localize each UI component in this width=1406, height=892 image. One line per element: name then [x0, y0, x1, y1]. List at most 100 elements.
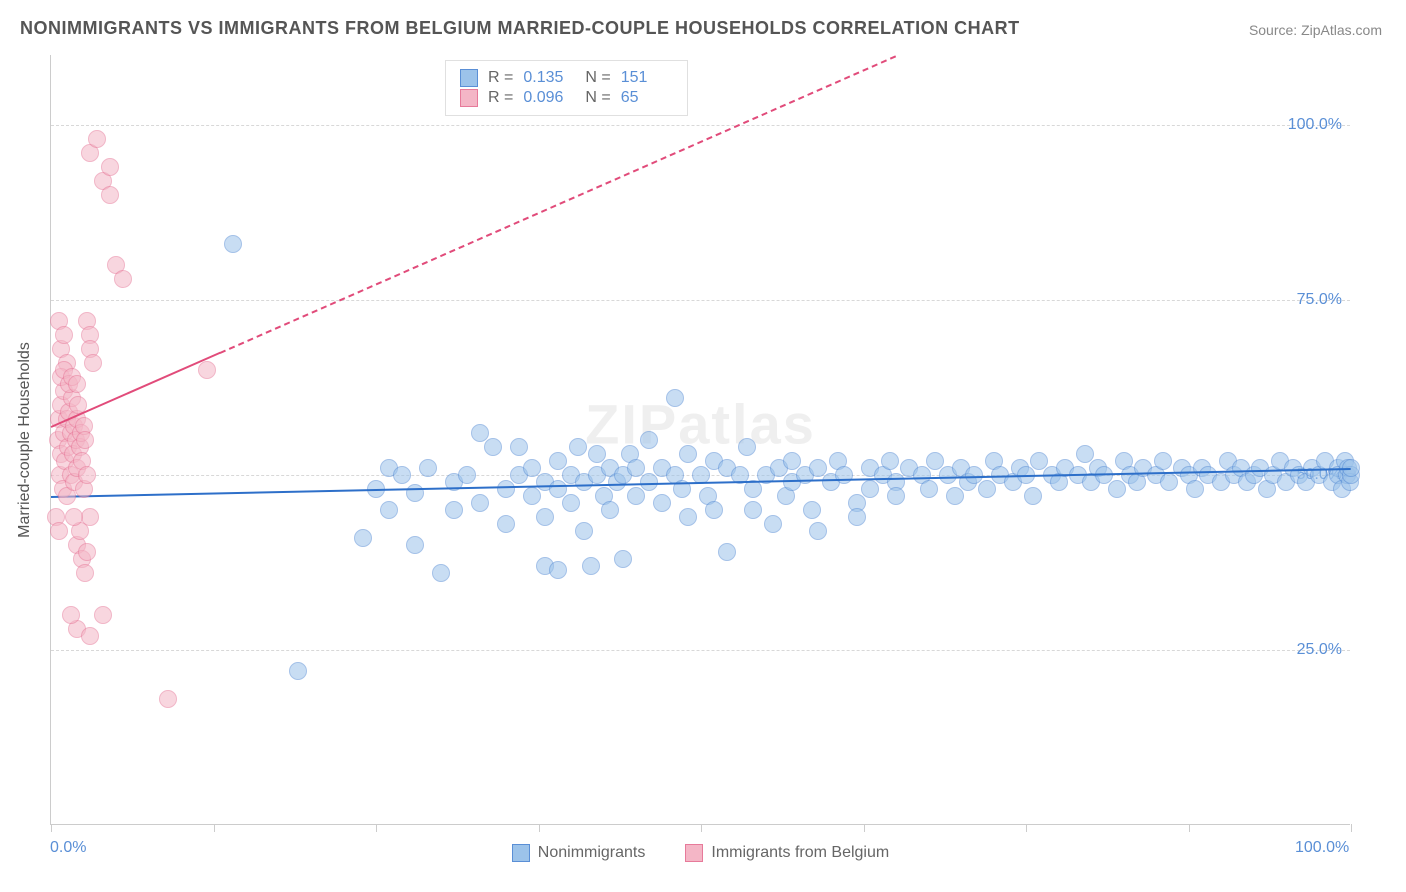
x-tick: [1351, 824, 1352, 832]
data-point: [510, 438, 528, 456]
data-point: [471, 494, 489, 512]
bottom-legend-item: Immigrants from Belgium: [685, 844, 889, 862]
data-point: [946, 487, 964, 505]
legend-n-value: 65: [621, 89, 673, 107]
data-point: [582, 557, 600, 575]
legend-swatch: [460, 89, 478, 107]
x-tick: [864, 824, 865, 832]
legend-n-value: 151: [621, 69, 673, 87]
legend-r-value: 0.135: [523, 69, 575, 87]
data-point: [484, 438, 502, 456]
legend-n-label: N =: [585, 89, 610, 107]
data-point: [705, 501, 723, 519]
data-point: [497, 480, 515, 498]
data-point: [614, 550, 632, 568]
data-point: [94, 606, 112, 624]
data-point: [861, 480, 879, 498]
data-point: [835, 466, 853, 484]
legend-swatch: [685, 844, 703, 862]
chart-title: NONIMMIGRANTS VS IMMIGRANTS FROM BELGIUM…: [20, 18, 1020, 39]
data-point: [68, 375, 86, 393]
watermark: ZIPatlas: [585, 392, 816, 457]
data-point: [523, 487, 541, 505]
data-point: [88, 130, 106, 148]
data-point: [653, 494, 671, 512]
y-tick-label: 75.0%: [1297, 291, 1342, 309]
data-point: [887, 487, 905, 505]
legend-row: R = 0.135 N = 151: [460, 69, 673, 87]
data-point: [354, 529, 372, 547]
data-point: [76, 431, 94, 449]
data-point: [289, 662, 307, 680]
data-point: [76, 564, 94, 582]
source-label: Source: ZipAtlas.com: [1249, 22, 1382, 38]
data-point: [848, 508, 866, 526]
data-point: [679, 508, 697, 526]
data-point: [101, 186, 119, 204]
data-point: [55, 326, 73, 344]
gridline: [51, 650, 1350, 651]
data-point: [81, 627, 99, 645]
bottom-legend-label: Immigrants from Belgium: [711, 844, 889, 862]
legend-r-value: 0.096: [523, 89, 575, 107]
legend-n-label: N =: [585, 69, 610, 87]
data-point: [81, 508, 99, 526]
data-point: [627, 487, 645, 505]
data-point: [809, 522, 827, 540]
data-point: [1024, 487, 1042, 505]
data-point: [114, 270, 132, 288]
data-point: [575, 522, 593, 540]
x-tick: [214, 824, 215, 832]
x-tick: [701, 824, 702, 832]
data-point: [497, 515, 515, 533]
y-tick-label: 100.0%: [1288, 116, 1342, 134]
data-point: [803, 501, 821, 519]
data-point: [764, 515, 782, 533]
y-axis-title: Married-couple Households: [16, 342, 34, 538]
data-point: [101, 158, 119, 176]
data-point: [920, 480, 938, 498]
legend-r-label: R =: [488, 89, 513, 107]
data-point: [1108, 480, 1126, 498]
data-point: [666, 389, 684, 407]
data-point: [569, 438, 587, 456]
y-tick-label: 25.0%: [1297, 641, 1342, 659]
data-point: [738, 438, 756, 456]
data-point: [1154, 452, 1172, 470]
legend-r-label: R =: [488, 69, 513, 87]
data-point: [50, 522, 68, 540]
data-point: [159, 690, 177, 708]
data-point: [406, 536, 424, 554]
data-point: [432, 564, 450, 582]
data-point: [380, 501, 398, 519]
data-point: [62, 606, 80, 624]
data-point: [549, 561, 567, 579]
data-point: [881, 452, 899, 470]
data-point: [78, 466, 96, 484]
plot-area: ZIPatlas NonimmigrantsImmigrants from Be…: [50, 55, 1350, 825]
bottom-legend: Nonimmigrants Immigrants from Belgium: [51, 844, 1350, 862]
x-tick: [51, 824, 52, 832]
legend-swatch: [512, 844, 530, 862]
gridline: [51, 125, 1350, 126]
data-point: [562, 494, 580, 512]
x-axis-max-label: 100.0%: [1295, 839, 1349, 857]
x-tick: [1189, 824, 1190, 832]
x-axis-min-label: 0.0%: [50, 839, 86, 857]
data-point: [978, 480, 996, 498]
data-point: [393, 466, 411, 484]
data-point: [1160, 473, 1178, 491]
data-point: [406, 484, 424, 502]
correlation-legend: R = 0.135 N = 151 R = 0.096 N = 65: [445, 60, 688, 116]
legend-row: R = 0.096 N = 65: [460, 89, 673, 107]
bottom-legend-label: Nonimmigrants: [538, 844, 646, 862]
gridline: [51, 300, 1350, 301]
legend-swatch: [460, 69, 478, 87]
data-point: [679, 445, 697, 463]
data-point: [224, 235, 242, 253]
data-point: [744, 501, 762, 519]
x-tick: [539, 824, 540, 832]
data-point: [78, 543, 96, 561]
bottom-legend-item: Nonimmigrants: [512, 844, 646, 862]
data-point: [419, 459, 437, 477]
